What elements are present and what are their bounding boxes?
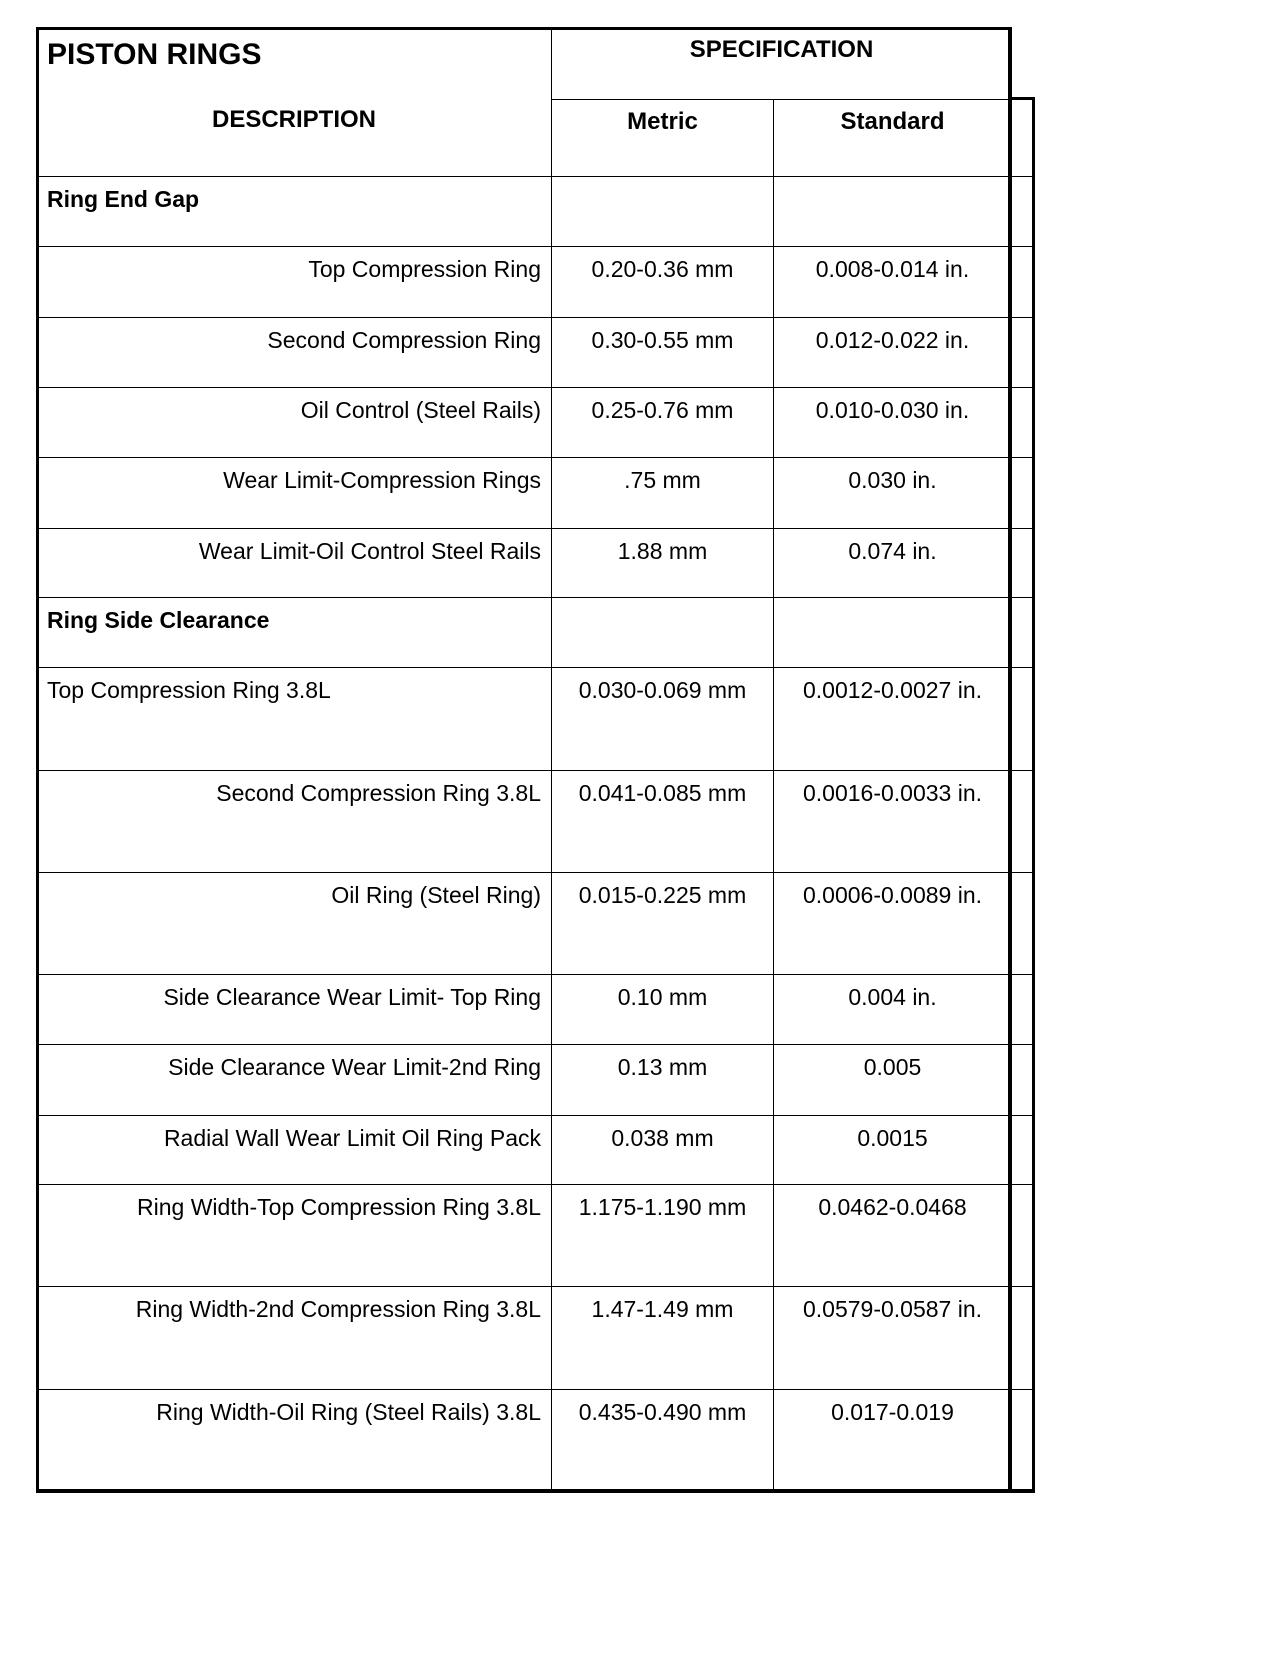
row-standard-value: 0.005 (773, 1044, 1012, 1116)
extra-column-cell (1010, 528, 1035, 598)
row-description: Ring Width-Top Compression Ring 3.8L (36, 1184, 552, 1287)
row-description: Ring Width-Oil Ring (Steel Rails) 3.8L (36, 1389, 552, 1493)
row-standard-value: 0.030 in. (773, 457, 1012, 529)
extra-column-cell (1010, 770, 1035, 873)
row-description: Oil Control (Steel Rails) (36, 387, 552, 458)
row-description: Side Clearance Wear Limit-2nd Ring (36, 1044, 552, 1116)
section-heading: Ring Side Clearance (36, 597, 552, 668)
row-standard-value: 0.074 in. (773, 528, 1012, 598)
extra-column-cell (1010, 246, 1035, 318)
row-standard-value: 0.0462-0.0468 (773, 1184, 1012, 1287)
extra-column-cell (1010, 597, 1035, 668)
row-standard-value: 0.0579-0.0587 in. (773, 1286, 1012, 1390)
row-standard-value (773, 176, 1012, 247)
standard-header: Standard (773, 99, 1012, 177)
extra-column-cell (1010, 872, 1035, 975)
extra-column-cell (1010, 974, 1035, 1045)
extra-column-cell (1010, 99, 1035, 177)
row-metric-value: 0.435-0.490 mm (551, 1389, 774, 1493)
row-description: Wear Limit-Compression Rings (36, 457, 552, 529)
row-description: Second Compression Ring 3.8L (36, 770, 552, 873)
row-metric-value: 0.13 mm (551, 1044, 774, 1116)
row-metric-value (551, 176, 774, 247)
extra-column-cell (1010, 176, 1035, 247)
row-standard-value: 0.0016-0.0033 in. (773, 770, 1012, 873)
extra-column-cell (1010, 1115, 1035, 1185)
row-standard-value: 0.017-0.019 (773, 1389, 1012, 1493)
row-metric-value: 0.30-0.55 mm (551, 317, 774, 388)
row-standard-value: 0.010-0.030 in. (773, 387, 1012, 458)
row-description: Top Compression Ring 3.8L (36, 667, 552, 771)
row-metric-value: 1.47-1.49 mm (551, 1286, 774, 1390)
row-metric-value: 0.015-0.225 mm (551, 872, 774, 975)
row-standard-value: 0.004 in. (773, 974, 1012, 1045)
row-description: Top Compression Ring (36, 246, 552, 318)
extra-column-cell (1010, 1184, 1035, 1287)
row-description: Ring Width-2nd Compression Ring 3.8L (36, 1286, 552, 1390)
row-standard-value: 0.0012-0.0027 in. (773, 667, 1012, 771)
row-metric-value: .75 mm (551, 457, 774, 529)
header-description-cell: PISTON RINGS DESCRIPTION (36, 27, 552, 177)
row-metric-value: 0.20-0.36 mm (551, 246, 774, 318)
row-description: Side Clearance Wear Limit- Top Ring (36, 974, 552, 1045)
row-standard-value: 0.008-0.014 in. (773, 246, 1012, 318)
row-description: Radial Wall Wear Limit Oil Ring Pack (36, 1115, 552, 1185)
metric-header: Metric (551, 99, 774, 177)
table-title: PISTON RINGS (47, 38, 262, 71)
row-metric-value: 0.10 mm (551, 974, 774, 1045)
specification-header: SPECIFICATION (551, 27, 1012, 100)
extra-column-cell (1010, 317, 1035, 388)
row-metric-value: 0.038 mm (551, 1115, 774, 1185)
row-metric-value: 0.25-0.76 mm (551, 387, 774, 458)
extra-column-cell (1010, 457, 1035, 529)
row-metric-value: 0.041-0.085 mm (551, 770, 774, 873)
extra-column-cell (1010, 1044, 1035, 1116)
extra-column-cell (1010, 1389, 1035, 1493)
row-metric-value: 1.175-1.190 mm (551, 1184, 774, 1287)
extra-column-cell (1010, 387, 1035, 458)
section-heading: Ring End Gap (36, 176, 552, 247)
row-description: Oil Ring (Steel Ring) (36, 872, 552, 975)
row-description: Second Compression Ring (36, 317, 552, 388)
row-standard-value: 0.0006-0.0089 in. (773, 872, 1012, 975)
description-header: DESCRIPTION (211, 106, 376, 133)
row-standard-value (773, 597, 1012, 668)
extra-column-cell (1010, 667, 1035, 771)
row-metric-value: 0.030-0.069 mm (551, 667, 774, 771)
row-standard-value: 0.0015 (773, 1115, 1012, 1185)
row-metric-value: 1.88 mm (551, 528, 774, 598)
row-standard-value: 0.012-0.022 in. (773, 317, 1012, 388)
row-metric-value (551, 597, 774, 668)
extra-column-cell (1010, 1286, 1035, 1390)
row-description: Wear Limit-Oil Control Steel Rails (36, 528, 552, 598)
